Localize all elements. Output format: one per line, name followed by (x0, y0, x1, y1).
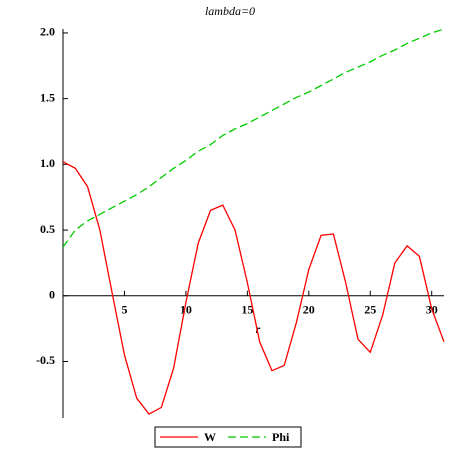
y-tick-label: 1.0 (40, 156, 55, 170)
legend-label: W (204, 430, 216, 444)
legend-label: Phi (272, 430, 290, 444)
x-tick-label: 25 (364, 303, 376, 317)
y-tick-label: -0.5 (36, 353, 55, 367)
y-tick-label: 1.5 (40, 90, 55, 104)
x-tick-label: 5 (121, 303, 127, 317)
x-tick-label: 20 (303, 303, 315, 317)
series-line (62, 28, 445, 248)
chart-title: lambda=0 (205, 4, 255, 18)
x-tick-label: 10 (180, 303, 192, 317)
series-line (62, 161, 445, 415)
y-tick-label: 0 (49, 288, 55, 302)
x-tick-label: 15 (241, 303, 253, 317)
x-axis-label: r (256, 322, 261, 336)
y-tick-label: 2.0 (40, 25, 55, 39)
y-tick-label: 0.5 (40, 222, 55, 236)
